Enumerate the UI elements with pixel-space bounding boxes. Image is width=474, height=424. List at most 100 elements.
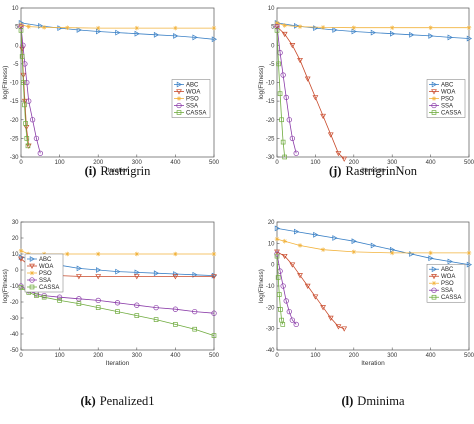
legend-label: WOA (39, 264, 53, 270)
data-point-woa (327, 132, 334, 138)
x-tick-label: 0 (19, 160, 23, 166)
series-line-ssa (276, 253, 297, 325)
series-cassa (18, 285, 217, 338)
data-point-pso (274, 20, 280, 26)
legend-label: WOA (441, 90, 455, 96)
data-point-abc (351, 28, 357, 35)
series-cassa (274, 28, 287, 160)
y-tick-label: -20 (10, 118, 19, 124)
data-point-abc (57, 25, 63, 32)
data-point-woa (289, 262, 296, 268)
y-axis-title: log(Fitness) (258, 66, 265, 100)
data-point-ssa (286, 117, 292, 123)
y-tick-label: -40 (266, 348, 275, 354)
x-tick-label: 200 (93, 353, 104, 359)
data-point-ssa (33, 135, 40, 142)
data-point-abc (153, 270, 160, 277)
data-point-pso (65, 25, 70, 31)
legend-swatch-marker (431, 266, 438, 273)
data-point-ssa (289, 135, 296, 142)
x-tick-label: 400 (170, 353, 181, 359)
y-tick-label: 10 (268, 241, 275, 247)
data-point-woa (327, 315, 334, 322)
legend-swatch-marker (29, 284, 35, 290)
data-point-pso (95, 25, 101, 31)
data-point-pso (65, 251, 70, 257)
legend-label: WOA (186, 90, 200, 96)
data-point-cassa (115, 309, 120, 314)
data-point-abc (115, 29, 121, 36)
data-point-cassa (282, 154, 287, 160)
data-point-cassa (22, 102, 27, 108)
data-point-ssa (293, 321, 299, 328)
y-tick-label: -30 (266, 327, 275, 333)
y-tick-label: 10 (12, 252, 19, 258)
y-tick-label: 0 (271, 43, 275, 49)
x-tick-label: 100 (55, 160, 66, 166)
data-point-ssa (18, 23, 24, 30)
data-point-ssa (76, 296, 82, 302)
caption-name: RastrigrinNon (345, 164, 417, 178)
data-point-pso (211, 251, 217, 257)
data-point-woa (281, 31, 288, 38)
panel-caption: (k) Penalized1 (80, 394, 154, 408)
y-tick-label: -20 (266, 118, 275, 124)
data-point-pso (282, 23, 287, 28)
legend-swatch-marker (431, 280, 437, 286)
data-point-pso (466, 250, 472, 256)
data-point-pso (26, 24, 32, 29)
legend-swatch-marker (29, 277, 35, 283)
data-point-abc (313, 231, 319, 238)
data-point-abc (466, 261, 473, 268)
series-line-ssa (20, 285, 215, 314)
data-point-pso (389, 25, 395, 31)
data-point-abc (115, 268, 121, 275)
data-point-pso (320, 25, 326, 30)
legend-swatch-marker (431, 102, 437, 109)
chart-panel-2: 0 100 200 300 400 500 -30 -25 -20 -15 -10 -5 0 5 10 Ite… (258, 6, 474, 178)
y-tick-label: -20 (10, 300, 19, 306)
data-point-cassa (23, 121, 28, 126)
data-point-woa (304, 283, 311, 290)
series-line-ssa (276, 26, 297, 154)
y-tick-label: -5 (269, 62, 275, 68)
data-point-abc (428, 255, 434, 262)
data-point-ssa (211, 310, 217, 316)
data-point-cassa (275, 275, 281, 280)
data-point-ssa (95, 297, 101, 304)
data-point-cassa (278, 307, 283, 312)
y-tick-label: -30 (10, 155, 19, 161)
data-point-ssa (293, 150, 299, 156)
y-tick-label: -30 (10, 316, 19, 322)
data-point-abc (76, 27, 82, 33)
data-point-abc (466, 35, 473, 42)
data-point-cassa (19, 54, 25, 59)
y-tick-label: -30 (266, 155, 275, 161)
caption-name: Dminima (357, 394, 405, 408)
series-abc (274, 225, 473, 268)
data-point-woa (133, 274, 140, 280)
legend-swatch-marker (176, 102, 182, 109)
x-tick-label: 200 (93, 160, 104, 166)
x-tick-label: 100 (55, 353, 66, 359)
caption-letter: (k) (80, 394, 95, 408)
x-tick-label: 200 (349, 160, 360, 166)
data-point-pso (428, 25, 433, 31)
caption-letter: (l) (341, 394, 353, 408)
series-pso (18, 22, 217, 31)
data-point-abc (96, 267, 102, 273)
data-point-abc (76, 265, 82, 272)
legend-swatch-marker (176, 89, 182, 95)
data-point-abc (134, 269, 140, 276)
data-point-pso (466, 25, 472, 31)
data-point-woa (211, 274, 217, 280)
data-point-woa (281, 253, 288, 260)
data-point-abc (192, 271, 198, 278)
y-tick-label: -20 (266, 305, 275, 311)
data-point-abc (134, 30, 140, 37)
y-tick-label: -25 (10, 136, 19, 142)
legend-swatch-marker (431, 287, 437, 293)
x-tick-label: 300 (387, 160, 398, 166)
